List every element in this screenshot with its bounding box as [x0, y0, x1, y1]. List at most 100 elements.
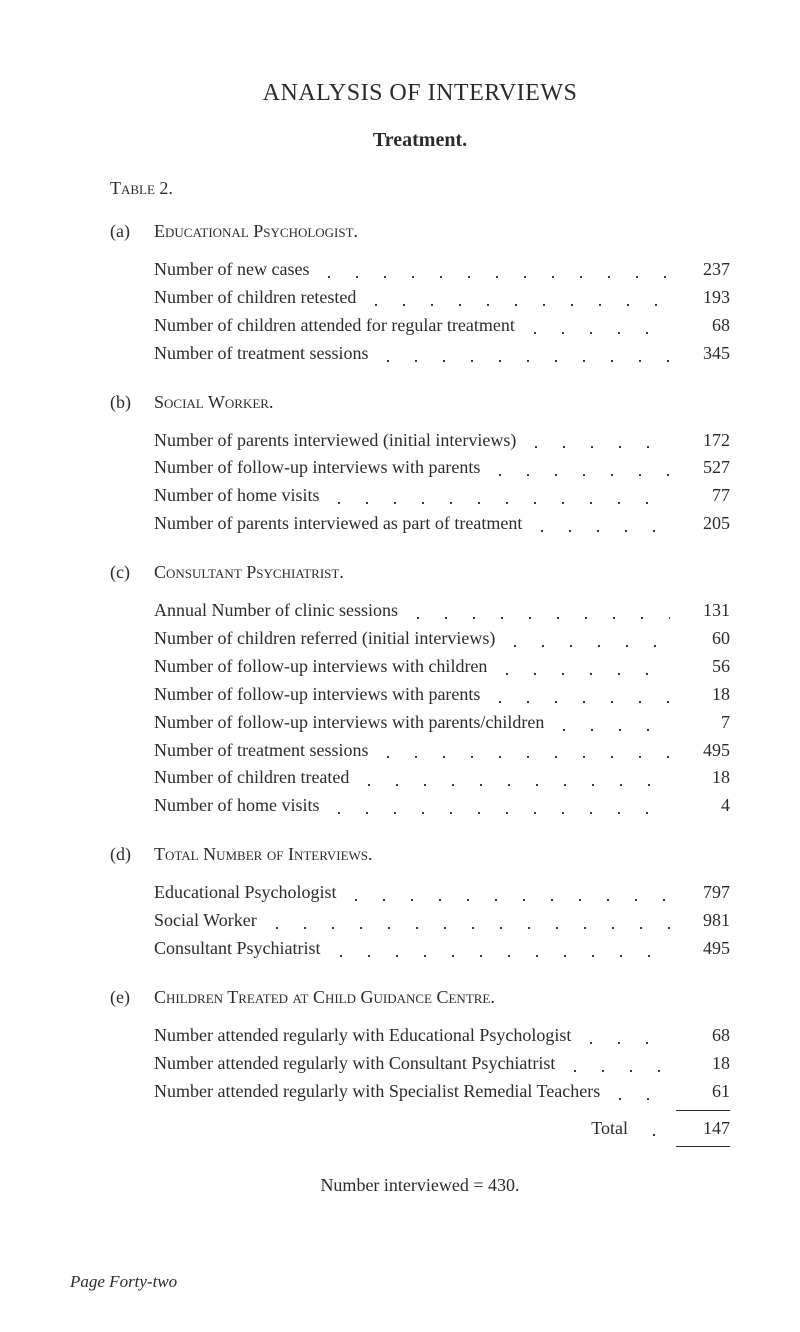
data-row: Number of follow-up interviews with chil…: [154, 653, 730, 681]
dot-leader: [374, 758, 670, 759]
row-label: Consultant Psychiatrist: [154, 935, 321, 963]
section-title: Educational Psychologist.: [154, 221, 358, 242]
dot-leader: [327, 957, 671, 958]
section-heading: (b)Social Worker.: [110, 392, 730, 413]
dot-leader: [577, 1044, 670, 1045]
dot-leader: [501, 647, 670, 648]
data-row: Consultant Psychiatrist 495: [154, 935, 730, 963]
dot-leader: [486, 476, 670, 477]
row-label: Number of treatment sessions: [154, 340, 368, 368]
section-heading: (c)Consultant Psychiatrist.: [110, 562, 730, 583]
section-title: Consultant Psychiatrist.: [154, 562, 344, 583]
section: (a)Educational Psychologist. Number of ne…: [110, 221, 730, 368]
data-row: Number of children attended for regular …: [154, 312, 730, 340]
dot-leader: [493, 675, 670, 676]
section-heading: (e)Children Treated at Child Guidance Ce…: [110, 987, 730, 1008]
row-value: 68: [676, 1022, 730, 1050]
data-row: Number of parents interviewed (initial i…: [154, 427, 730, 455]
page-subtitle: Treatment.: [110, 129, 730, 152]
row-value: 18: [676, 764, 730, 792]
number-interviewed: Number interviewed = 430.: [110, 1175, 730, 1196]
row-value: 205: [676, 510, 730, 538]
data-row: Number of treatment sessions 495: [154, 737, 730, 765]
section-title: Social Worker.: [154, 392, 273, 413]
data-row: Social Worker 981: [154, 907, 730, 935]
page: ANALYSIS OF INTERVIEWS Treatment. Table …: [0, 0, 800, 1332]
dot-leader: [374, 362, 670, 363]
row-label: Number of follow-up interviews with chil…: [154, 653, 487, 681]
section-label: (a): [110, 221, 154, 242]
dot-leader: [325, 504, 670, 505]
row-label: Number of children referred (initial int…: [154, 625, 495, 653]
section-heading: (d)Total Number of Interviews.: [110, 844, 730, 865]
data-row: Educational Psychologist 797: [154, 879, 730, 907]
row-value: 345: [676, 340, 730, 368]
section: (c)Consultant Psychiatrist. Annual Number…: [110, 562, 730, 820]
row-label: Number of follow-up interviews with pare…: [154, 681, 480, 709]
row-label: Number of children treated: [154, 764, 349, 792]
total-label: Total: [591, 1115, 628, 1143]
data-row: Number of home visits 4: [154, 792, 730, 820]
row-value: 495: [676, 935, 730, 963]
page-footer: Page Forty-two: [70, 1272, 177, 1292]
dot-leader: [404, 619, 670, 620]
dot-leader: [606, 1100, 670, 1101]
section: (e)Children Treated at Child Guidance Ce…: [110, 987, 730, 1148]
data-row: Number attended regularly with Specialis…: [154, 1078, 730, 1106]
dot-leader: [528, 532, 670, 533]
row-value: 527: [676, 454, 730, 482]
row-label: Number of new cases: [154, 256, 309, 284]
row-value: 797: [676, 879, 730, 907]
row-label: Number of children retested: [154, 284, 356, 312]
row-value: 172: [676, 427, 730, 455]
section-label: (b): [110, 392, 154, 413]
data-row: Number of children referred (initial int…: [154, 625, 730, 653]
row-label: Number of home visits: [154, 482, 319, 510]
row-value: 4: [676, 792, 730, 820]
data-row: Number attended regularly with Education…: [154, 1022, 730, 1050]
data-row: Number of follow-up interviews with pare…: [154, 454, 730, 482]
row-value: 18: [676, 1050, 730, 1078]
section: (b)Social Worker. Number of parents inter…: [110, 392, 730, 539]
section-label: (d): [110, 844, 154, 865]
section-label: (c): [110, 562, 154, 583]
row-value: 68: [676, 312, 730, 340]
row-label: Number of home visits: [154, 792, 319, 820]
data-row: Number of children retested193: [154, 284, 730, 312]
data-row: Number of new cases237: [154, 256, 730, 284]
dot-leader: [325, 814, 670, 815]
dot-leader: [315, 278, 670, 279]
dot-leader: [640, 1136, 670, 1137]
row-label: Social Worker: [154, 907, 257, 935]
row-value: 495: [676, 737, 730, 765]
row-label: Number attended regularly with Specialis…: [154, 1078, 600, 1106]
data-row: Annual Number of clinic sessions 131: [154, 597, 730, 625]
data-row: Number of follow-up interviews with pare…: [154, 709, 730, 737]
row-value: 56: [676, 653, 730, 681]
total-rule: [676, 1146, 730, 1147]
dot-leader: [362, 306, 670, 307]
dot-leader: [522, 448, 670, 449]
total-row: Total 147: [154, 1115, 730, 1143]
page-title: ANALYSIS OF INTERVIEWS: [110, 80, 730, 107]
table-label: Table 2.: [110, 178, 730, 199]
section: (d)Total Number of Interviews. Educationa…: [110, 844, 730, 963]
data-row: Number of home visits77: [154, 482, 730, 510]
row-label: Number of parents interviewed as part of…: [154, 510, 522, 538]
section-label: (e): [110, 987, 154, 1008]
section-rows: Educational Psychologist797Social Worker…: [110, 879, 730, 963]
row-value: 981: [676, 907, 730, 935]
row-label: Number of treatment sessions: [154, 737, 368, 765]
dot-leader: [561, 1072, 670, 1073]
section-heading: (a)Educational Psychologist.: [110, 221, 730, 242]
total-value: 147: [676, 1115, 730, 1143]
row-label: Number of children attended for regular …: [154, 312, 515, 340]
dot-leader: [263, 929, 670, 930]
row-value: 131: [676, 597, 730, 625]
row-label: Annual Number of clinic sessions: [154, 597, 398, 625]
sections-container: (a)Educational Psychologist. Number of ne…: [110, 221, 730, 1147]
row-value: 7: [676, 709, 730, 737]
data-row: Number attended regularly with Consultan…: [154, 1050, 730, 1078]
row-label: Educational Psychologist: [154, 879, 336, 907]
dot-leader: [355, 786, 670, 787]
